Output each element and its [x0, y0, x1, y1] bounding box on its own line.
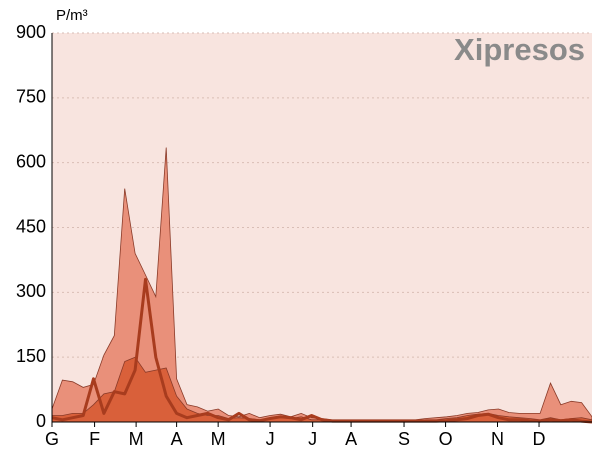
- x-tick-label: G: [45, 429, 59, 449]
- x-tick-label: S: [398, 429, 410, 449]
- line: [51, 277, 592, 424]
- y-tick-label: 0: [36, 411, 46, 431]
- x-tick-label: D: [533, 429, 546, 449]
- x-tick-label: M: [129, 429, 144, 449]
- x-tick-label: M: [211, 429, 226, 449]
- y-tick-label: 600: [16, 151, 46, 171]
- x-tick-label: A: [171, 429, 183, 449]
- x-tick-label: F: [89, 429, 100, 449]
- y-tick-label: 150: [16, 346, 46, 366]
- x-tick-label: J: [266, 429, 275, 449]
- y-tick-label: 300: [16, 281, 46, 301]
- y-tick-label: 450: [16, 216, 46, 236]
- x-tick-label: A: [345, 429, 357, 449]
- x-tick-label: O: [439, 429, 453, 449]
- y-axis-label: P/m³: [56, 7, 88, 24]
- x-tick-label: N: [491, 429, 504, 449]
- x-tick-label: J: [308, 429, 317, 449]
- chart-title: Xipresos: [454, 32, 585, 67]
- y-tick-label: 900: [16, 22, 46, 42]
- y-tick-label: 750: [16, 87, 46, 107]
